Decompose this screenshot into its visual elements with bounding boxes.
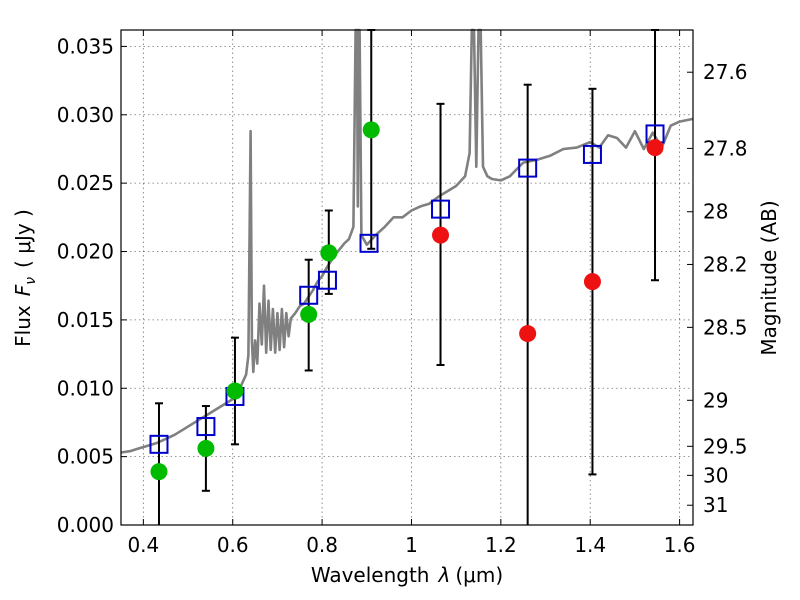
x-tick-label: 1.2 (485, 533, 517, 557)
y2-axis-ticks: 27.6 27.8 28 28.2 28.5 29 29.5 30 31 (687, 60, 748, 517)
y2-tick-label: 31 (703, 493, 728, 517)
y-tick-label: 0.005 (57, 445, 114, 469)
spectrum-line (120, 28, 694, 454)
observed-photometry-series (150, 121, 664, 481)
detection-marker (226, 382, 244, 400)
upper-limit-marker (519, 325, 537, 343)
model-square-marker (582, 144, 602, 164)
y-tick-label: 0.000 (57, 513, 114, 537)
y-tick-label: 0.010 (57, 376, 114, 400)
x-tick-label: 1.4 (574, 533, 606, 557)
model-square-marker (317, 270, 337, 290)
y2-tick-label: 27.6 (703, 60, 748, 84)
error-bars (154, 29, 660, 525)
y2-tick-label: 28 (703, 200, 728, 224)
model-square-marker (518, 158, 538, 178)
model-photometry-series (149, 124, 665, 454)
spectrum-series (120, 28, 694, 454)
y-tick-label: 0.035 (57, 34, 114, 58)
model-square-marker (299, 285, 319, 305)
y-tick-label: 0.020 (57, 240, 114, 264)
detection-marker (320, 244, 338, 262)
upper-limit-marker (432, 226, 450, 244)
detection-marker (197, 439, 215, 457)
x-tick-label: 1.6 (664, 533, 696, 557)
model-square-marker (359, 233, 379, 253)
x-tick-label: 0.6 (217, 533, 249, 557)
y-axis-label: FluxFν( μJy ) (11, 209, 39, 347)
plot-frame (120, 29, 694, 526)
detection-marker (362, 121, 380, 139)
y2-axis-label: Magnitude (AB) (757, 200, 781, 355)
detection-marker (300, 305, 318, 323)
x-axis-ticks: 0.4 0.6 0.8 1 1.2 1.4 1.6 (127, 30, 696, 557)
y-tick-label: 0.015 (57, 308, 114, 332)
y-axis-ticks: 0.000 0.005 0.010 0.015 0.020 0.025 0.030 0.035 (57, 34, 127, 537)
y2-tick-label: 30 (703, 463, 728, 487)
x-axis-label: Wavelength λ (μm) (311, 563, 503, 587)
y-tick-label: 0.025 (57, 171, 114, 195)
model-square-marker (196, 417, 216, 437)
y2-tick-label: 29 (703, 388, 728, 412)
model-square-marker (431, 199, 451, 219)
y-tick-label: 0.030 (57, 103, 114, 127)
y2-tick-label: 27.8 (703, 136, 748, 160)
x-tick-label: 0.4 (127, 533, 159, 557)
x-tick-label: 0.8 (306, 533, 338, 557)
y2-tick-label: 28.5 (703, 315, 748, 339)
y2-tick-label: 29.5 (703, 434, 748, 458)
upper-limit-marker (583, 273, 601, 291)
y2-tick-label: 28.2 (703, 252, 748, 276)
detection-marker (150, 463, 168, 481)
grid (121, 30, 693, 526)
model-square-marker (149, 434, 169, 454)
upper-limit-marker (646, 139, 664, 157)
x-tick-label: 1 (405, 533, 418, 557)
